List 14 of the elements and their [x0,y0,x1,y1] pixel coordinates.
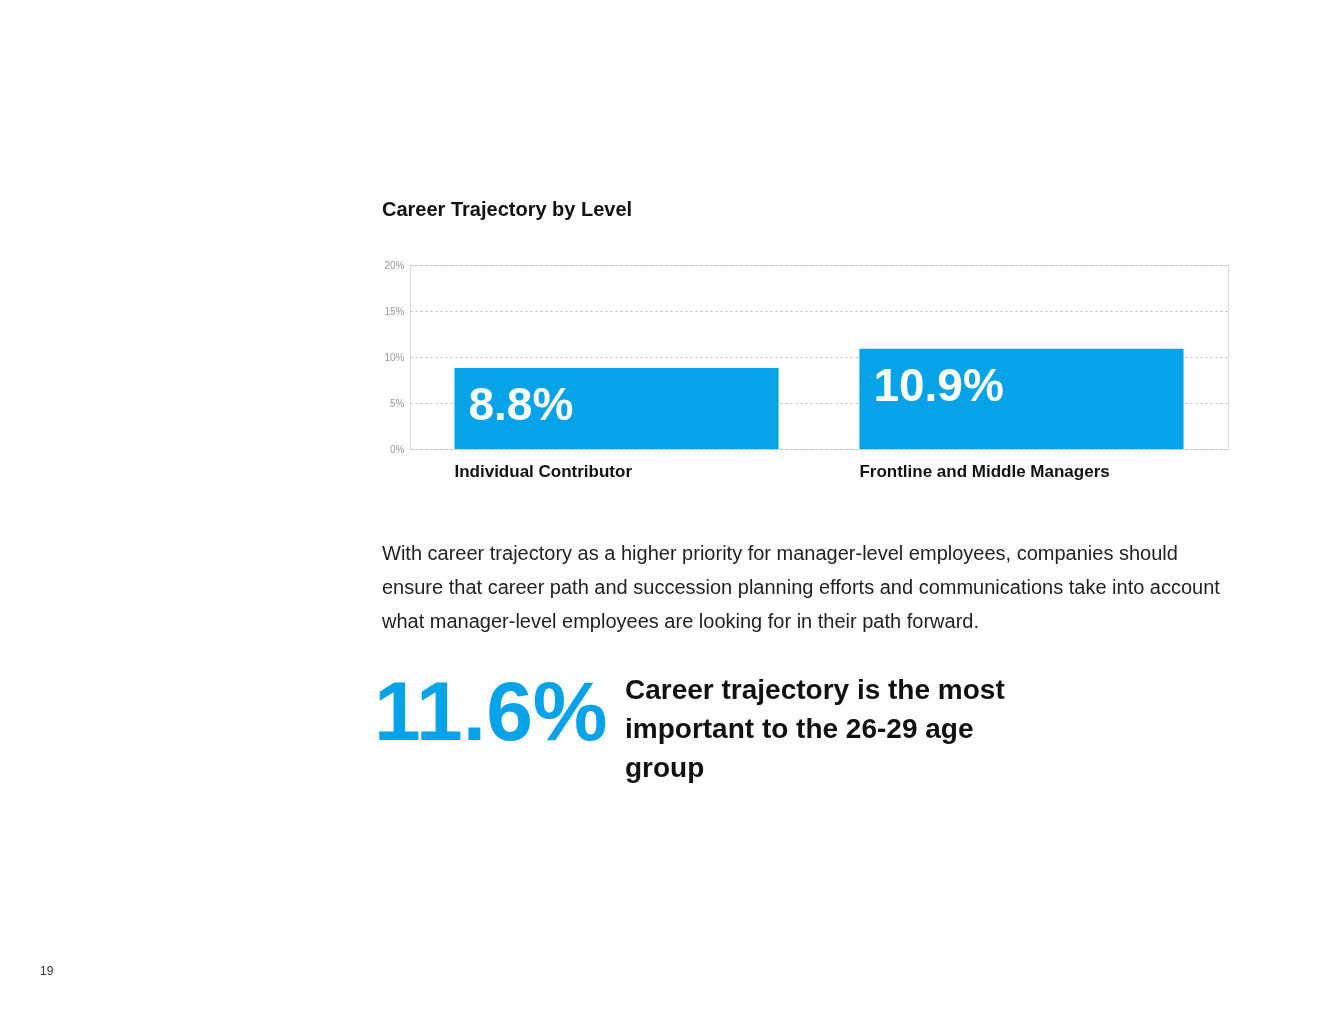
y-tick-label: 5% [390,397,405,409]
y-tick-label: 15% [384,305,405,317]
text: With career trajectory as a higher priority for manager-level employees, companies should ensure that career path and succession planning efforts and communications take into account what manager-level employees are looking for in their path forward. [381,542,1221,632]
x-tick-label: Frontline and Middle Managers [859,461,1110,481]
x-tick-label: Individual Contributor [454,461,633,481]
data-label: 10.9% [873,358,1004,411]
chart-title: Career Trajectory by Level [382,198,633,220]
y-tick-label: 10% [384,351,405,363]
text: Career trajectory is the most important to the 26-29 age group [625,674,1005,783]
text: 11.6% [374,664,608,758]
y-tick-label: 0% [390,443,405,455]
text: 19 [40,964,54,978]
data-label: 8.8% [468,378,574,431]
y-tick-label: 20% [384,259,405,271]
